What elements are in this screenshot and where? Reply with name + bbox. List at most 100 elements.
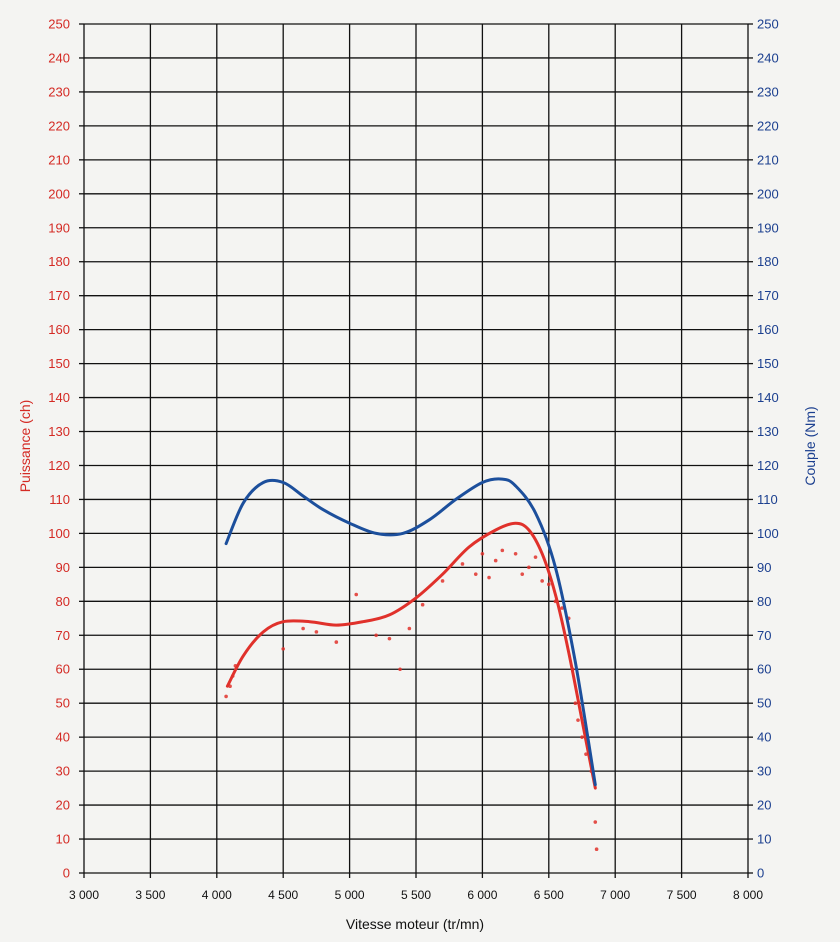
y-right-tick-label: 150 bbox=[757, 356, 779, 371]
y-left-tick-label: 0 bbox=[63, 866, 70, 881]
y-left-tick-label: 180 bbox=[48, 254, 70, 269]
power-scatter-point bbox=[500, 548, 505, 553]
tick-labels: 0 0 10 10 20 20 30 30 40 40 50 50 60 60 70 70 80 80 90 90 10… bbox=[48, 17, 778, 903]
x-axis-title: Vitesse moteur (tr/mn) bbox=[346, 916, 484, 932]
power-scatter-point bbox=[533, 555, 538, 559]
power-scatter-point bbox=[301, 626, 305, 631]
y-left-tick-label: 80 bbox=[56, 594, 70, 609]
power-scatter-point bbox=[513, 551, 518, 556]
y-right-tick-label: 70 bbox=[757, 628, 771, 643]
left-axis-title: Puissance (ch) bbox=[17, 400, 33, 493]
y-right-tick-label: 60 bbox=[757, 662, 771, 677]
power-scatter-point bbox=[354, 592, 359, 597]
power-scatter-point bbox=[576, 718, 580, 722]
y-right-tick-label: 80 bbox=[757, 594, 771, 609]
y-left-tick-label: 40 bbox=[56, 730, 70, 745]
power-scatter-point bbox=[573, 701, 578, 705]
x-tick-label: 5 500 bbox=[401, 888, 431, 902]
series bbox=[224, 477, 599, 852]
x-tick-label: 6 500 bbox=[534, 888, 564, 902]
y-left-tick-label: 120 bbox=[48, 458, 70, 473]
y-left-tick-label: 10 bbox=[56, 832, 70, 847]
y-left-tick-label: 150 bbox=[48, 356, 70, 371]
power-scatter-point bbox=[540, 579, 544, 583]
power-scatter-point bbox=[560, 606, 564, 610]
y-right-tick-label: 30 bbox=[757, 764, 771, 779]
power-scatter-point bbox=[593, 820, 598, 824]
power-scatter-point bbox=[527, 565, 531, 570]
power-scatter-point bbox=[520, 572, 525, 576]
power-scatter-point bbox=[460, 562, 465, 566]
y-left-tick-label: 20 bbox=[56, 798, 70, 813]
power-scatter-point bbox=[580, 735, 584, 739]
power-scatter-point bbox=[480, 551, 485, 556]
power-scatter-point bbox=[493, 558, 498, 563]
x-tick-label: 4 500 bbox=[268, 888, 298, 902]
y-left-tick-label: 30 bbox=[56, 764, 70, 779]
right-axis-title: Couple (Nm) bbox=[802, 406, 818, 485]
y-right-tick-label: 170 bbox=[757, 288, 779, 303]
y-left-tick-label: 110 bbox=[49, 492, 70, 507]
y-left-tick-label: 200 bbox=[48, 186, 70, 201]
x-tick-label: 6 000 bbox=[467, 888, 497, 902]
x-tick-label: 3 500 bbox=[135, 888, 165, 902]
power-scatter-point bbox=[387, 636, 392, 641]
y-right-tick-label: 220 bbox=[757, 118, 779, 133]
y-right-tick-label: 190 bbox=[757, 220, 779, 235]
y-left-tick-label: 190 bbox=[48, 220, 70, 235]
y-right-tick-label: 130 bbox=[757, 424, 779, 439]
x-tick-label: 7 000 bbox=[600, 888, 630, 902]
power-scatter-point bbox=[473, 572, 478, 576]
y-right-tick-label: 40 bbox=[757, 730, 771, 745]
y-right-tick-label: 10 bbox=[757, 832, 771, 847]
y-right-tick-label: 100 bbox=[757, 526, 779, 541]
power-scatter-point bbox=[547, 582, 551, 587]
y-right-tick-label: 210 bbox=[757, 152, 779, 167]
y-left-tick-label: 170 bbox=[48, 288, 70, 303]
x-tick-label: 3 000 bbox=[69, 888, 99, 902]
y-right-tick-label: 110 bbox=[757, 492, 778, 507]
y-right-tick-label: 180 bbox=[757, 254, 779, 269]
power-scatter-point bbox=[334, 640, 339, 644]
x-tick-label: 5 000 bbox=[335, 888, 365, 902]
y-right-tick-label: 200 bbox=[757, 186, 779, 201]
y-left-tick-label: 90 bbox=[56, 560, 70, 575]
power-scatter-point bbox=[224, 694, 228, 699]
y-left-tick-label: 140 bbox=[48, 390, 70, 405]
x-tick-label: 8 000 bbox=[733, 888, 763, 902]
y-right-tick-label: 120 bbox=[757, 458, 779, 473]
power-scatter-point bbox=[440, 579, 445, 583]
power-scatter-point bbox=[487, 575, 491, 580]
power-scatter-point bbox=[374, 633, 378, 638]
power-scatter-point bbox=[281, 647, 286, 651]
power-scatter-point bbox=[584, 752, 588, 756]
grid bbox=[79, 23, 753, 878]
y-right-tick-label: 230 bbox=[757, 84, 779, 99]
y-right-tick-label: 50 bbox=[757, 696, 771, 711]
power-scatter-point bbox=[420, 602, 425, 607]
y-right-tick-label: 250 bbox=[757, 17, 779, 32]
y-right-tick-label: 240 bbox=[757, 50, 779, 65]
y-right-tick-label: 160 bbox=[757, 322, 779, 337]
y-left-tick-label: 240 bbox=[48, 50, 70, 65]
y-left-tick-label: 50 bbox=[56, 696, 70, 711]
y-right-tick-label: 90 bbox=[757, 560, 771, 575]
power-scatter-point bbox=[594, 847, 599, 852]
y-right-tick-label: 0 bbox=[757, 866, 764, 881]
y-left-tick-label: 250 bbox=[48, 17, 70, 32]
y-left-tick-label: 130 bbox=[48, 424, 70, 439]
y-left-tick-label: 160 bbox=[48, 322, 70, 337]
y-left-tick-label: 60 bbox=[56, 662, 70, 677]
y-right-tick-label: 20 bbox=[757, 798, 771, 813]
power-scatter-point bbox=[314, 630, 319, 634]
x-tick-label: 4 000 bbox=[202, 888, 232, 902]
y-left-tick-label: 70 bbox=[56, 628, 70, 643]
power-scatter-point bbox=[398, 667, 402, 672]
y-right-tick-label: 140 bbox=[757, 390, 779, 405]
y-left-tick-label: 210 bbox=[48, 152, 70, 167]
y-left-tick-label: 100 bbox=[48, 526, 70, 541]
y-left-tick-label: 220 bbox=[48, 118, 70, 133]
y-left-tick-label: 230 bbox=[48, 84, 70, 99]
torque-curve bbox=[224, 477, 597, 787]
